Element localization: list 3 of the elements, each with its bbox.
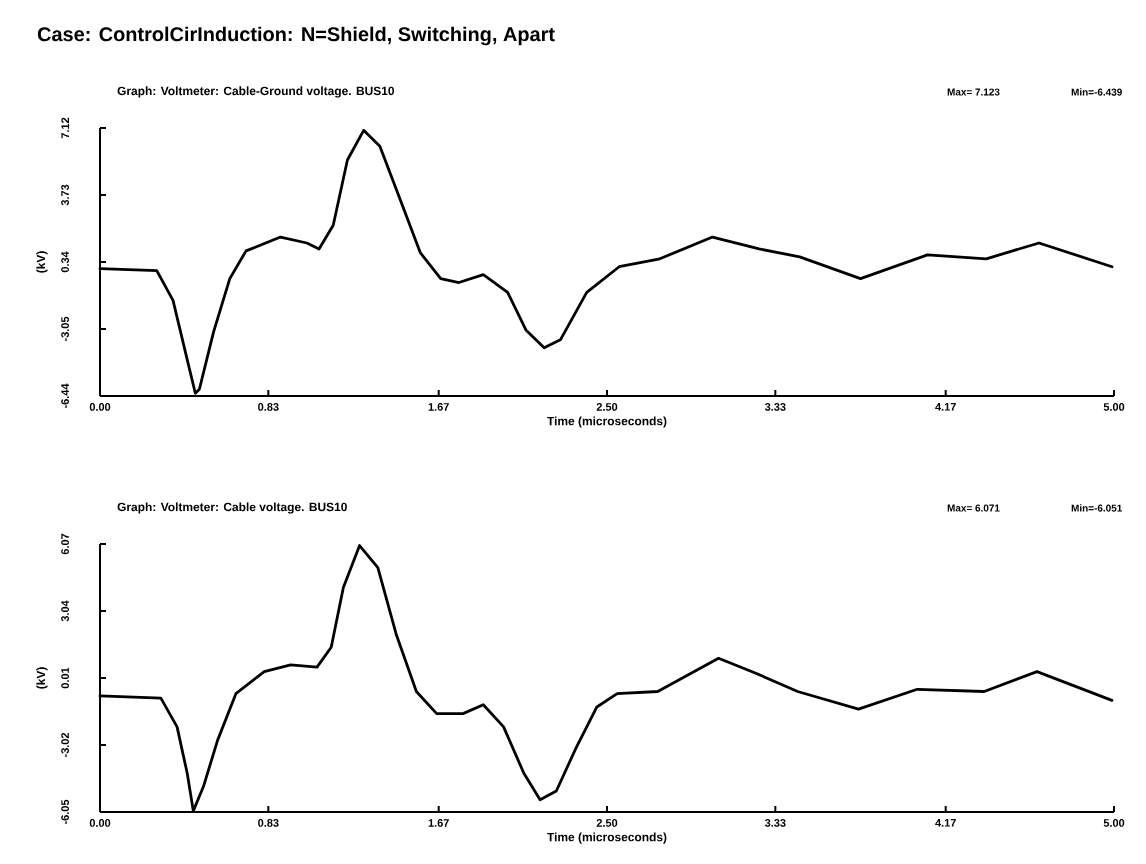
chart-title: Case: ControlCirInduction: N=Shield, Switching, Apart — [37, 26, 555, 46]
line-series — [98, 128, 1114, 395]
line-series — [98, 544, 1114, 813]
